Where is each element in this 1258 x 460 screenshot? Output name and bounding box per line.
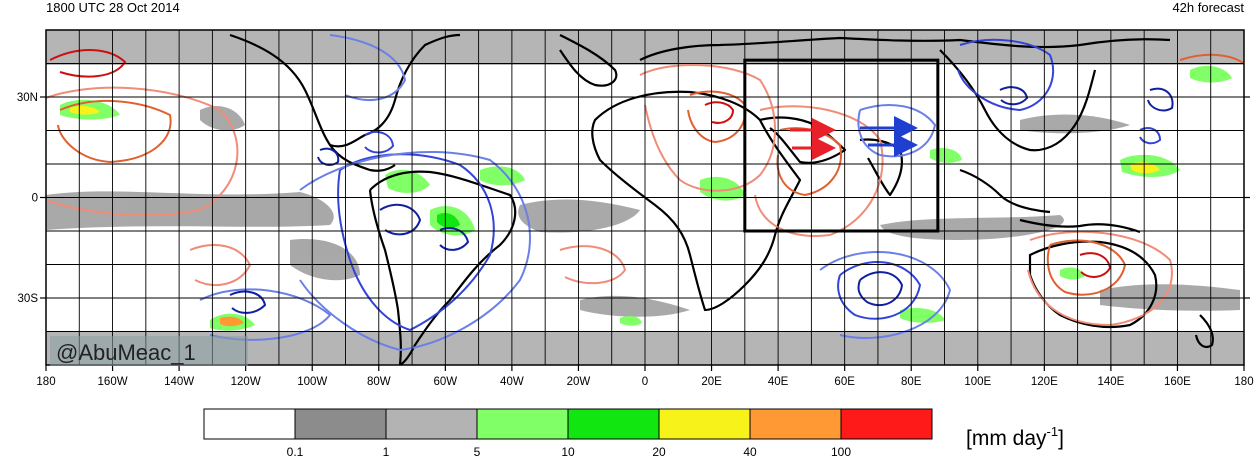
colorbar-label: 10 [561, 445, 575, 459]
colorbar: 0.1 1 5 10 20 40 100 [203, 408, 933, 459]
forecast-lead-label: 42h forecast [1172, 0, 1244, 15]
x-tick-label: 60E [834, 376, 855, 388]
y-tick-label: 0 [32, 193, 38, 205]
x-tick-label: 20W [567, 376, 591, 388]
x-tick-label: 140W [164, 376, 194, 388]
x-tick-label: 140E [1097, 376, 1124, 388]
units-label: [mm day-1] [966, 424, 1064, 450]
colorbar-swatch [476, 408, 569, 440]
watermark-background [50, 336, 248, 366]
x-tick-label: 80W [367, 376, 391, 388]
flow-arrows [790, 116, 918, 160]
colorbar-swatch [203, 408, 296, 440]
colorbar-label: 1 [383, 445, 390, 459]
x-tick-label: 120E [1031, 376, 1058, 388]
colorbar-swatch [294, 408, 387, 440]
colorbar-label: 0.1 [287, 445, 304, 459]
colorbar-label: 5 [474, 445, 481, 459]
x-tick-label: 60W [434, 376, 458, 388]
x-tick-label: 40W [500, 376, 524, 388]
lat-lon-grid [46, 30, 1244, 365]
colorbar-label: 100 [831, 445, 851, 459]
x-tick-label: 180 [1234, 376, 1253, 388]
colorbar-label: 40 [743, 445, 757, 459]
x-tick-label: 180 [36, 376, 55, 388]
x-tick-label: 100W [297, 376, 327, 388]
x-tick-label: 20E [701, 376, 722, 388]
x-axis: 180 160W 140W 120W 100W 80W 60W 40W 20W 0 20E 40E 60… [36, 365, 1254, 388]
y-axis: 30N 0 30S [17, 92, 1250, 305]
precip-shading-gray [46, 105, 1240, 317]
colorbar-swatch [385, 408, 478, 440]
y-tick-label: 30N [17, 92, 38, 104]
y-tick-label: 30S [18, 293, 39, 305]
valid-time-label: 1800 UTC 28 Oct 2014 [46, 0, 180, 15]
contour-lines [46, 34, 1244, 352]
colorbar-swatch [749, 408, 842, 440]
highlight-box [743, 58, 940, 233]
x-tick-label: 160W [98, 376, 128, 388]
x-tick-label: 100E [964, 376, 991, 388]
x-tick-label: 160E [1164, 376, 1191, 388]
x-tick-label: 80E [901, 376, 922, 388]
x-tick-label: 120W [231, 376, 261, 388]
colorbar-label: 20 [652, 445, 666, 459]
x-tick-label: 0 [642, 376, 648, 388]
watermark-text: @AbuMeac_1 [56, 340, 196, 365]
x-tick-label: 40E [768, 376, 789, 388]
colorbar-swatch [567, 408, 660, 440]
colorbar-swatch [840, 408, 933, 440]
colorbar-swatch [658, 408, 751, 440]
